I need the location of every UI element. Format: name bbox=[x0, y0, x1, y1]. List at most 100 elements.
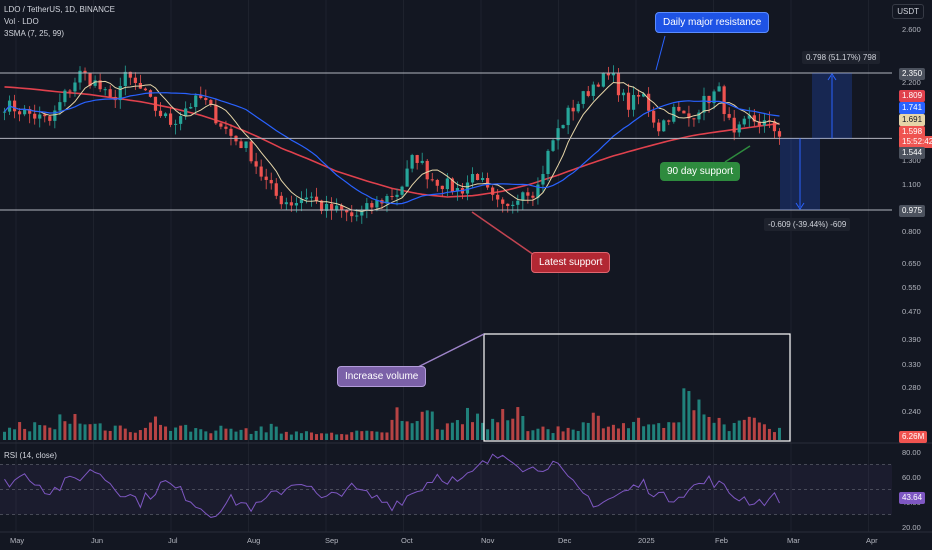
connector-resistance bbox=[655, 35, 666, 71]
candle-body bbox=[757, 121, 761, 126]
candle-body bbox=[385, 196, 389, 204]
candle-body bbox=[616, 72, 621, 96]
candle-body bbox=[486, 178, 490, 188]
volume-bar bbox=[108, 430, 112, 440]
volume-bar bbox=[174, 427, 178, 440]
candle-body bbox=[179, 116, 183, 124]
volume-bar bbox=[435, 429, 439, 440]
candle-body bbox=[98, 80, 102, 90]
volume-bar bbox=[194, 428, 198, 440]
volume-bar bbox=[465, 407, 469, 440]
callout-resistance[interactable]: Daily major resistance bbox=[655, 12, 770, 33]
volume-bar bbox=[717, 417, 721, 440]
candle-body bbox=[335, 205, 339, 211]
volume-bar bbox=[541, 426, 545, 440]
candle-body bbox=[491, 187, 495, 195]
volume-bar bbox=[506, 420, 510, 440]
sma-lines bbox=[4, 80, 780, 212]
volume-bar bbox=[395, 407, 399, 440]
time-tick-label: Feb bbox=[715, 536, 728, 545]
volume-bar bbox=[556, 426, 560, 440]
price-tick-label: 0.280 bbox=[902, 383, 921, 392]
volume-bar bbox=[68, 423, 72, 440]
volume-bar bbox=[627, 428, 631, 440]
time-tick-label: Dec bbox=[558, 536, 572, 545]
volume-bar bbox=[677, 422, 681, 440]
candle-body bbox=[123, 71, 127, 87]
candle-body bbox=[395, 194, 399, 197]
candle-body bbox=[692, 118, 696, 120]
volume-bar bbox=[777, 427, 781, 440]
candle-body bbox=[153, 96, 158, 111]
candle-body bbox=[445, 178, 449, 190]
volume-bar bbox=[601, 428, 605, 440]
volume-bar bbox=[189, 431, 193, 440]
currency-button[interactable]: USDT bbox=[892, 4, 924, 19]
volume-bar bbox=[727, 431, 731, 440]
candle-body bbox=[596, 84, 600, 87]
candle-body bbox=[289, 202, 293, 206]
volume-bar bbox=[697, 399, 701, 440]
badge-low: 0.975 bbox=[899, 205, 926, 217]
volume-bar bbox=[244, 428, 248, 440]
candle-body bbox=[33, 113, 37, 119]
volume-bar bbox=[83, 424, 87, 440]
candle-body bbox=[53, 110, 57, 121]
candle-body bbox=[516, 200, 520, 205]
rsi-indicator-label[interactable]: RSI (14, close) bbox=[4, 451, 57, 460]
time-axis[interactable]: May Jun Jul Aug Sep Oct Nov Dec 2025 Feb Mar Apr bbox=[10, 536, 878, 545]
volume-bar bbox=[78, 423, 82, 440]
volume-bar bbox=[159, 424, 163, 440]
horizontal-levels[interactable] bbox=[0, 72, 892, 211]
volume-bar bbox=[315, 434, 319, 440]
volume-indicator-label[interactable]: Vol · LDO bbox=[4, 17, 39, 26]
volume-bar bbox=[214, 430, 218, 440]
volume-bar bbox=[148, 422, 152, 440]
volume-bar bbox=[531, 430, 535, 440]
candle-body bbox=[546, 150, 550, 175]
volume-bar bbox=[330, 432, 334, 440]
volume-bar bbox=[169, 430, 173, 440]
candle-body bbox=[219, 123, 223, 127]
candle-body bbox=[184, 108, 188, 117]
volume-bar bbox=[405, 421, 409, 440]
volume-bar bbox=[279, 433, 283, 440]
candle-body bbox=[400, 186, 404, 195]
connector-latest-support bbox=[471, 211, 535, 256]
callout-increase-volume[interactable]: Increase volume bbox=[337, 366, 427, 387]
candle-body bbox=[652, 110, 656, 123]
candle-body bbox=[264, 176, 268, 180]
candle-body bbox=[259, 166, 263, 177]
callout-90-day-support[interactable]: 90 day support bbox=[660, 162, 741, 181]
candle-body bbox=[73, 82, 77, 92]
time-tick-label: Oct bbox=[401, 536, 414, 545]
volume-bar bbox=[38, 425, 42, 440]
candle-body bbox=[38, 114, 42, 119]
badge-sma-fast: 1.691 bbox=[899, 114, 926, 126]
volume-bar bbox=[742, 419, 746, 440]
symbol-title[interactable]: LDO / TetherUS, 1D, BINANCE bbox=[4, 5, 115, 14]
volume-bar bbox=[546, 429, 550, 440]
candle-body bbox=[496, 194, 500, 200]
candle-body bbox=[199, 95, 203, 98]
volume-bar bbox=[606, 426, 610, 440]
time-tick-label: Mar bbox=[787, 536, 800, 545]
price-tick-label: 2.600 bbox=[902, 25, 921, 34]
candle-body bbox=[506, 203, 510, 206]
connector-90-day-support bbox=[724, 145, 751, 163]
candle-body bbox=[677, 106, 681, 111]
volume-bar bbox=[581, 422, 585, 440]
candle-body bbox=[330, 203, 334, 211]
candle-body bbox=[83, 70, 87, 74]
candle-body bbox=[229, 128, 233, 136]
callout-latest-support[interactable]: Latest support bbox=[531, 252, 611, 273]
candle-body bbox=[78, 70, 82, 83]
candle-body bbox=[174, 123, 178, 125]
volume-bar bbox=[747, 416, 751, 440]
candle-body bbox=[350, 212, 354, 217]
measure-tool[interactable] bbox=[780, 73, 852, 210]
volume-bar bbox=[737, 420, 741, 440]
volume-bar bbox=[692, 410, 696, 440]
sma-indicator-label[interactable]: 3SMA (7, 25, 99) bbox=[4, 29, 65, 38]
